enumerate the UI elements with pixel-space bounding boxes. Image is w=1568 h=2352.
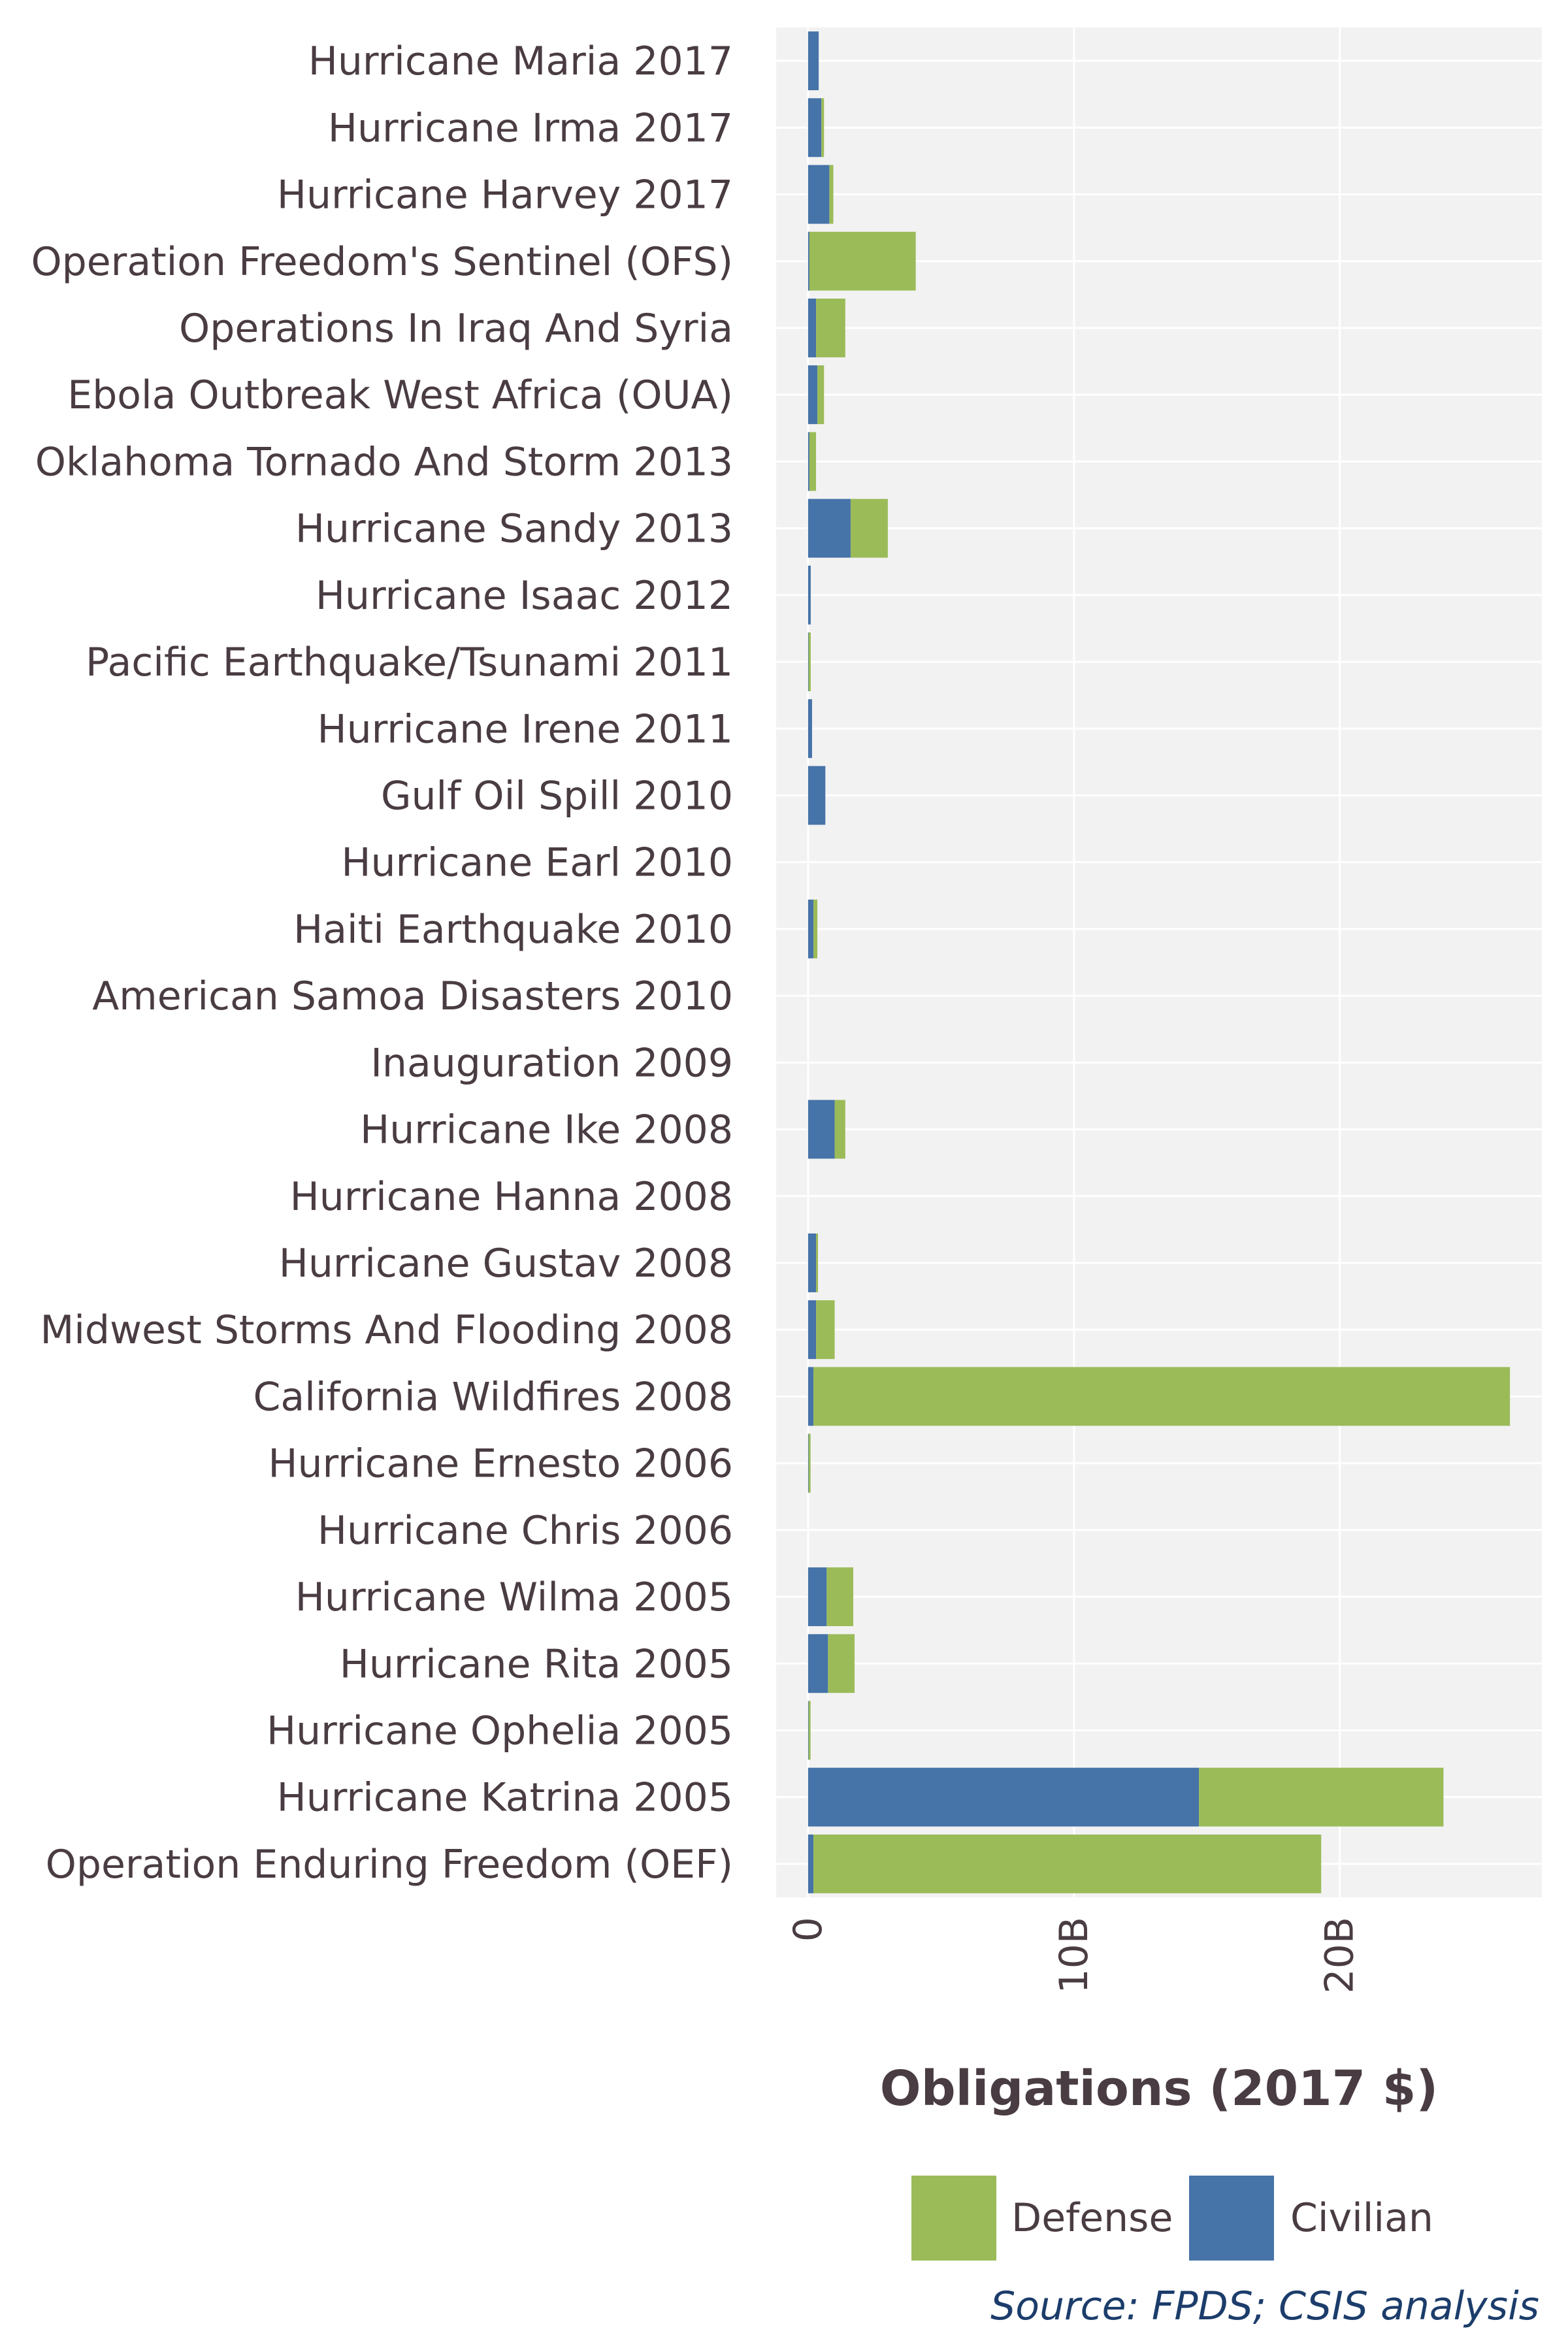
bar-defense-hurricane-wilma-2005 [826,1567,854,1627]
bar-civilian-oklahoma-tornado-and-storm-2013 [808,432,810,491]
bar-defense-hurricane-ernesto-2006 [808,1433,811,1493]
category-label-inauguration-2009: Inauguration 2009 [370,1040,733,1086]
category-label-hurricane-harvey-2017: Hurricane Harvey 2017 [277,172,733,218]
bar-civilian-hurricane-ike-2008 [808,1100,835,1159]
category-label-hurricane-sandy-2013: Hurricane Sandy 2013 [295,506,733,552]
bar-defense-hurricane-sandy-2013 [850,498,888,558]
bar-civilian-hurricane-irene-2011 [808,699,812,759]
bar-defense-hurricane-ike-2008 [834,1100,845,1159]
x-tick-label-20b: 20B [1317,1917,1363,1994]
bar-civilian-haiti-earthquake-2010 [808,899,813,958]
category-label-hurricane-ernesto-2006: Hurricane Ernesto 2006 [268,1441,733,1487]
category-label-pacific-earthquake-tsunami-2011: Pacific Earthquake/Tsunami 2011 [86,640,733,685]
source-note: Source: FPDS; CSIS analysis [990,2283,1539,2329]
x-tick-label-10b: 10B [1051,1917,1097,1994]
bar-civilian-hurricane-sandy-2013 [808,498,851,558]
category-label-american-samoa-disasters-2010: American Samoa Disasters 2010 [92,973,733,1019]
category-label-hurricane-gustav-2008: Hurricane Gustav 2008 [279,1241,733,1286]
category-label-hurricane-chris-2006: Hurricane Chris 2006 [318,1508,733,1554]
category-label-gulf-oil-spill-2010: Gulf Oil Spill 2010 [381,773,733,819]
bar-defense-haiti-earthquake-2010 [813,899,818,958]
bar-civilian-operations-in-iraq-and-syria [808,298,817,357]
category-label-operation-enduring-freedom-oef: Operation Enduring Freedom (OEF) [46,1842,733,1887]
legend-swatch-defense [911,2176,996,2261]
bar-defense-pacific-earthquake-tsunami-2011 [808,632,811,692]
category-label-ebola-outbreak-west-africa-oua: Ebola Outbreak West Africa (OUA) [67,372,733,418]
category-label-california-wildfires-2008: California Wildfires 2008 [253,1374,733,1420]
bar-defense-hurricane-katrina-2005 [1199,1767,1444,1827]
bar-civilian-hurricane-isaac-2012 [808,565,811,625]
bar-civilian-operation-freedom-s-sentinel-ofs [808,231,810,291]
bar-defense-hurricane-harvey-2017 [829,165,834,224]
category-label-hurricane-earl-2010: Hurricane Earl 2010 [341,840,733,886]
category-label-hurricane-irma-2017: Hurricane Irma 2017 [328,105,733,151]
category-label-hurricane-maria-2017: Hurricane Maria 2017 [308,39,733,84]
bar-civilian-hurricane-rita-2005 [808,1634,828,1693]
category-label-hurricane-isaac-2012: Hurricane Isaac 2012 [316,573,733,619]
bar-civilian-hurricane-irma-2017 [808,98,822,157]
category-labels: Hurricane Maria 2017 Hurricane Irma 2017 H… [31,39,733,1887]
legend-label-defense: Defense [1011,2195,1173,2241]
category-label-haiti-earthquake-2010: Haiti Earthquake 2010 [293,907,733,953]
legend-label-civilian: Civilian [1290,2195,1433,2241]
category-label-hurricane-wilma-2005: Hurricane Wilma 2005 [295,1575,733,1620]
bar-defense-operation-freedom-s-sentinel-ofs [809,231,916,291]
category-label-hurricane-hanna-2008: Hurricane Hanna 2008 [290,1174,733,1220]
bar-civilian-hurricane-maria-2017 [808,31,819,91]
x-axis-title: Obligations (2017 $) [880,2061,1438,2117]
category-label-hurricane-ophelia-2005: Hurricane Ophelia 2005 [267,1708,733,1754]
bar-defense-hurricane-irma-2017 [821,98,825,157]
category-label-midwest-storms-and-flooding-2008: Midwest Storms And Flooding 2008 [40,1307,733,1353]
plot-background [776,27,1542,1897]
category-label-hurricane-rita-2005: Hurricane Rita 2005 [340,1641,733,1687]
bar-defense-operation-enduring-freedom-oef [813,1834,1322,1893]
category-label-hurricane-irene-2011: Hurricane Irene 2011 [317,706,733,752]
bar-civilian-ebola-outbreak-west-africa-oua [808,365,818,425]
bar-civilian-hurricane-katrina-2005 [808,1767,1200,1827]
bar-civilian-operation-enduring-freedom-oef [808,1834,813,1893]
bar-defense-ebola-outbreak-west-africa-oua [817,365,825,425]
category-label-hurricane-ike-2008: Hurricane Ike 2008 [360,1107,733,1153]
bar-civilian-hurricane-gustav-2008 [808,1233,817,1292]
category-label-oklahoma-tornado-and-storm-2013: Oklahoma Tornado And Storm 2013 [35,439,733,485]
bar-defense-midwest-storms-and-flooding-2008 [816,1300,835,1360]
category-label-hurricane-katrina-2005: Hurricane Katrina 2005 [277,1775,733,1821]
bar-defense-operations-in-iraq-and-syria [816,298,845,357]
x-tick-labels: 0 10B 20B [785,1917,1363,1994]
category-label-operation-freedom-s-sentinel-ofs: Operation Freedom's Sentinel (OFS) [31,239,733,285]
category-label-operations-in-iraq-and-syria: Operations In Iraq And Syria [179,306,733,351]
bar-civilian-hurricane-harvey-2017 [808,165,830,224]
bar-civilian-midwest-storms-and-flooding-2008 [808,1300,817,1360]
bar-civilian-california-wildfires-2008 [808,1367,813,1426]
bar-defense-oklahoma-tornado-and-storm-2013 [809,432,817,491]
x-tick-label-0: 0 [785,1917,831,1942]
bar-defense-hurricane-gustav-2008 [816,1233,819,1292]
bar-defense-hurricane-rita-2005 [828,1634,855,1693]
bar-civilian-gulf-oil-spill-2010 [808,766,826,825]
bar-defense-california-wildfires-2008 [813,1367,1511,1426]
legend-swatch-civilian [1189,2176,1274,2261]
bar-defense-hurricane-ophelia-2005 [808,1701,811,1760]
bars [808,31,1511,1893]
legend: Defense Civilian [911,2176,1433,2261]
bar-civilian-hurricane-wilma-2005 [808,1567,827,1627]
